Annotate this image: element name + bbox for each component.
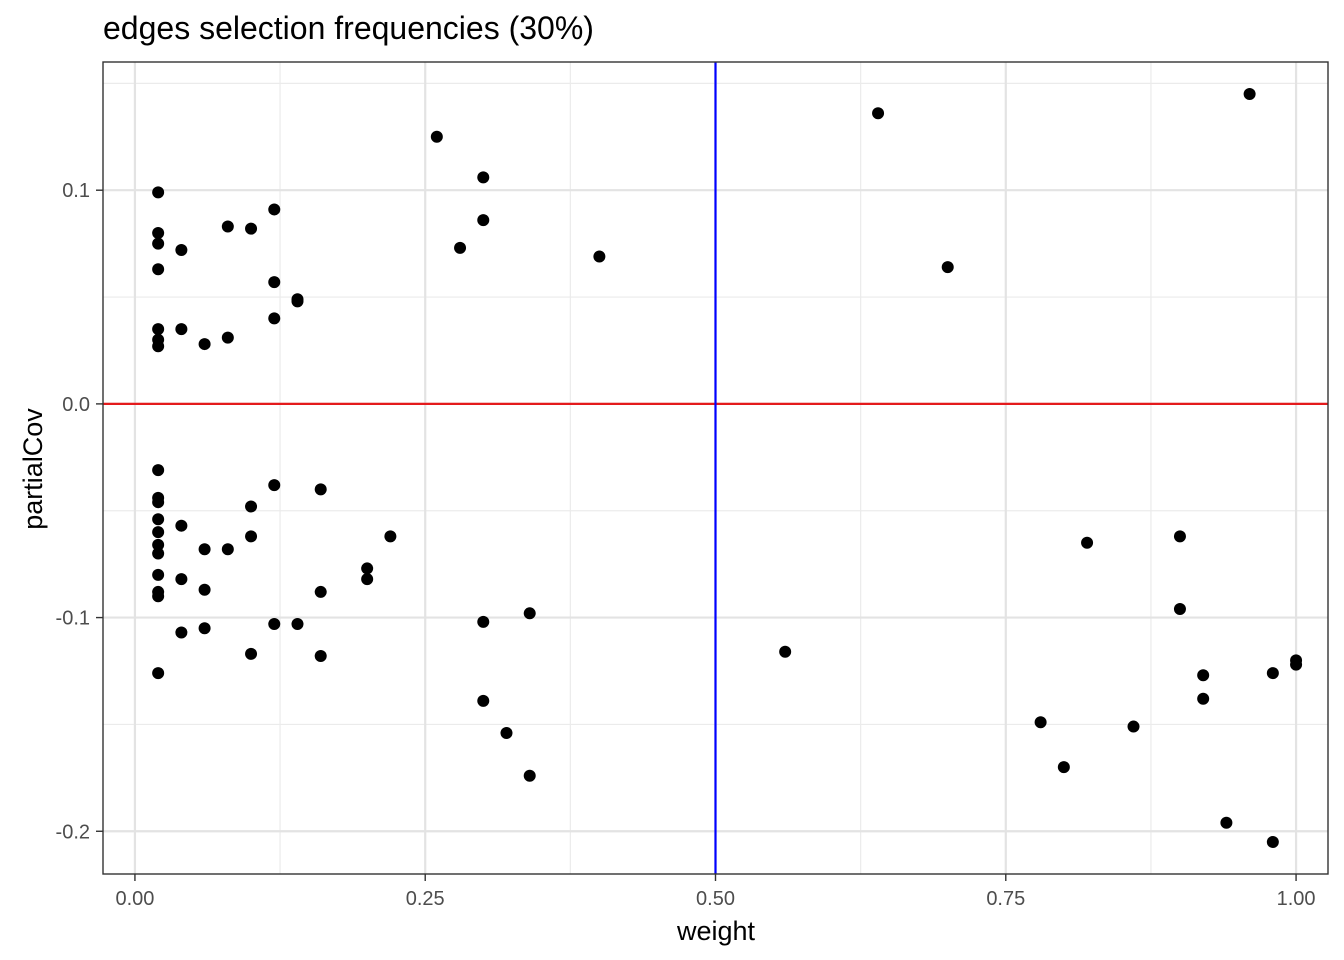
data-point [175,626,188,639]
x-axis: 0.00 0.25 0.50 0.75 1.00 [115,874,1316,910]
data-point [198,543,211,556]
data-point [175,323,188,336]
data-point [1243,88,1256,101]
data-point [152,538,165,551]
data-point [291,295,304,308]
y-tick-label: 0.1 [62,180,90,202]
data-point [477,694,490,707]
data-point [291,617,304,630]
data-point [477,214,490,227]
data-point [152,496,165,509]
data-point [245,222,258,235]
x-tick-label: 1.00 [1277,888,1316,910]
plot-panel [102,61,1329,875]
data-point [1034,716,1047,729]
data-point [1057,761,1070,774]
data-point [454,241,467,254]
data-point [268,479,281,492]
data-point [152,590,165,603]
data-point [268,617,281,630]
data-point [268,312,281,325]
data-point [941,261,954,274]
data-point [198,622,211,635]
x-tick-label: 0.25 [406,888,445,910]
data-point [314,585,327,598]
data-point [593,250,606,263]
data-point [268,203,281,216]
data-point [430,130,443,143]
data-point [198,583,211,596]
x-axis-title: weight [676,916,756,946]
data-points [152,88,1303,848]
data-point [175,573,188,586]
y-tick-label: -0.1 [56,608,90,630]
data-point [384,530,397,543]
data-point [152,667,165,680]
data-point [361,562,374,575]
data-point [477,615,490,628]
y-tick-label: -0.2 [56,821,90,843]
x-tick-label: 0.50 [696,888,735,910]
data-point [1173,603,1186,616]
x-tick-label: 0.75 [986,888,1025,910]
data-point [872,107,885,120]
data-point [152,263,165,276]
data-point [152,513,165,526]
data-point [198,338,211,351]
data-point [221,331,234,344]
data-point [152,186,165,199]
data-point [361,573,374,586]
data-point [245,647,258,660]
y-axis: 0.1 0.0 -0.1 -0.2 [56,180,103,843]
data-point [314,483,327,496]
data-point [245,500,258,513]
data-point [1266,835,1279,848]
chart-title: edges selection frequencies (30%) [103,10,594,46]
data-point [314,650,327,663]
data-point [1290,658,1303,671]
data-point [152,568,165,581]
data-point [152,526,165,539]
data-point [500,726,513,739]
reference-lines [103,62,1328,874]
data-point [1197,692,1210,705]
data-point [1127,720,1140,733]
data-point [523,607,536,620]
data-point [245,530,258,543]
data-point [1220,816,1233,829]
x-tick-label: 0.00 [115,888,154,910]
data-point [779,645,792,658]
y-tick-label: 0.0 [62,394,90,416]
data-point [152,340,165,353]
data-point [1173,530,1186,543]
data-point [477,171,490,184]
data-point [152,237,165,250]
data-point [1197,669,1210,682]
data-point [152,547,165,560]
data-point [152,323,165,336]
data-point [1081,536,1094,549]
data-point [175,519,188,532]
data-point [523,769,536,782]
data-point [221,543,234,556]
data-point [175,244,188,257]
data-point [268,276,281,289]
data-point [1266,667,1279,680]
data-point [221,220,234,233]
y-axis-title: partialCov [18,408,48,530]
data-point [152,464,165,477]
data-point [152,226,165,239]
